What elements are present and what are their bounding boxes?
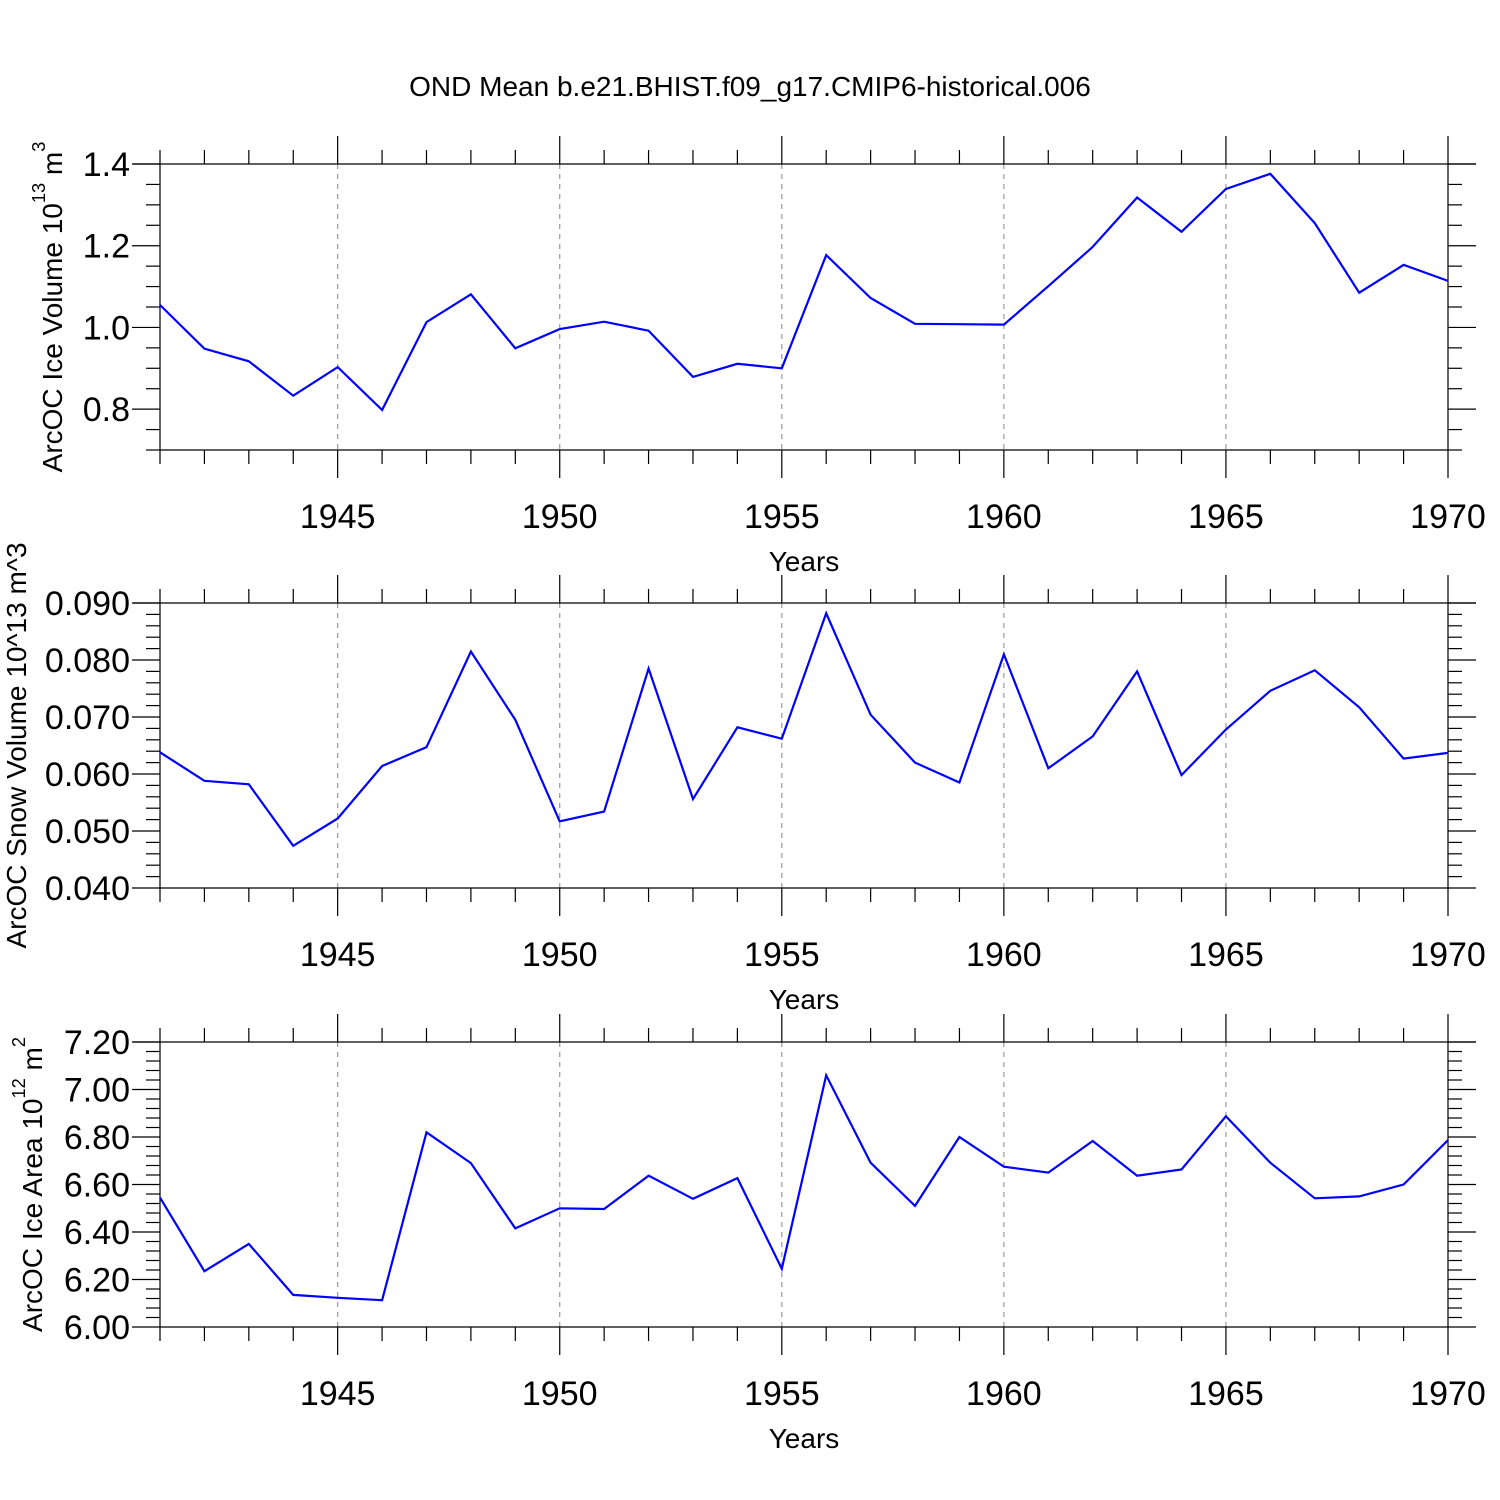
series-line xyxy=(159,172,1449,412)
y-tick-label: 6.60 xyxy=(64,1167,130,1205)
y-tick-label: 0.050 xyxy=(45,813,130,851)
y-tick-label: 1.2 xyxy=(83,228,130,266)
x-axis-label: Years xyxy=(769,1423,840,1454)
x-tick-label: 1970 xyxy=(1410,498,1486,536)
y-axis-label: ArcOC Snow Volume 10^13 m^3 xyxy=(1,542,32,948)
series-line xyxy=(159,610,1449,848)
figure-title: OND Mean b.e21.BHIST.f09_g17.CMIP6-histo… xyxy=(409,71,1091,102)
panel-2: 0.040 0.050 0.060 0.070 0.080 0.090 1945 1950 19… xyxy=(1,542,1486,1015)
x-tick-label: 1950 xyxy=(522,936,598,974)
x-axis-label: Years xyxy=(769,546,840,577)
panel-3: 6.00 6.20 6.40 6.60 6.80 7.00 7.20 1945 1950 1955… xyxy=(9,1014,1486,1454)
x-tick-label: 1945 xyxy=(300,1375,376,1413)
y-tick-label: 0.070 xyxy=(45,699,130,737)
series-line xyxy=(159,1072,1449,1302)
x-tick-label: 1945 xyxy=(300,498,376,536)
y-tick-label: 0.8 xyxy=(83,391,130,429)
y-tick-label: 1.4 xyxy=(83,146,130,184)
x-tick-label: 1965 xyxy=(1188,1375,1264,1413)
y-tick-label: 7.20 xyxy=(64,1024,130,1062)
y-tick-label: 0.090 xyxy=(45,585,130,623)
y-tick-label: 6.20 xyxy=(64,1262,130,1300)
x-tick-label: 1970 xyxy=(1410,1375,1486,1413)
x-tick-label: 1950 xyxy=(522,1375,598,1413)
panel-1: 0.8 1.0 1.2 1.4 1945 1950 1955 1960 1965 1970 Year… xyxy=(29,136,1486,577)
x-tick-label: 1955 xyxy=(744,498,820,536)
x-axis-label: Years xyxy=(769,984,840,1015)
y-tick-label: 0.060 xyxy=(45,756,130,794)
x-tick-label: 1950 xyxy=(522,498,598,536)
y-tick-label: 7.00 xyxy=(64,1072,130,1110)
y-tick-label: 0.080 xyxy=(45,642,130,680)
y-tick-label: 6.00 xyxy=(64,1309,130,1347)
x-tick-label: 1965 xyxy=(1188,936,1264,974)
x-tick-label: 1970 xyxy=(1410,936,1486,974)
x-tick-label: 1960 xyxy=(966,1375,1042,1413)
x-tick-label: 1945 xyxy=(300,936,376,974)
x-tick-label: 1955 xyxy=(744,936,820,974)
y-tick-label: 1.0 xyxy=(83,309,130,347)
y-axis-label: ArcOC Ice Volume 1013 m3 xyxy=(29,142,68,473)
x-tick-label: 1960 xyxy=(966,936,1042,974)
x-tick-label: 1955 xyxy=(744,1375,820,1413)
y-tick-label: 0.040 xyxy=(45,870,130,908)
y-tick-label: 6.80 xyxy=(64,1119,130,1157)
y-axis-label: ArcOC Ice Area 1012 m2 xyxy=(9,1037,48,1332)
x-tick-label: 1960 xyxy=(966,498,1042,536)
x-tick-label: 1965 xyxy=(1188,498,1264,536)
y-tick-label: 6.40 xyxy=(64,1214,130,1252)
